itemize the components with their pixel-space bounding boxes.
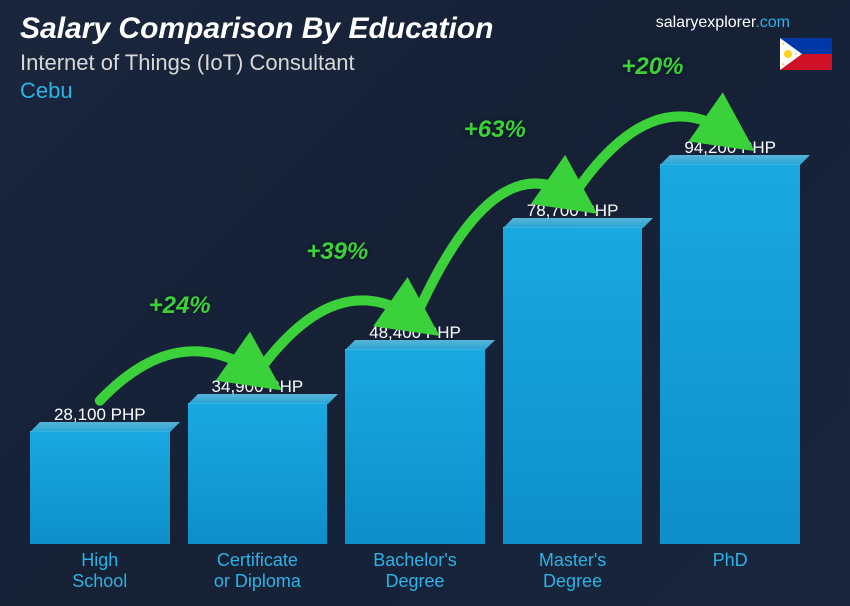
increase-pct-label: +20% xyxy=(621,53,683,81)
increase-arrow xyxy=(0,0,850,606)
